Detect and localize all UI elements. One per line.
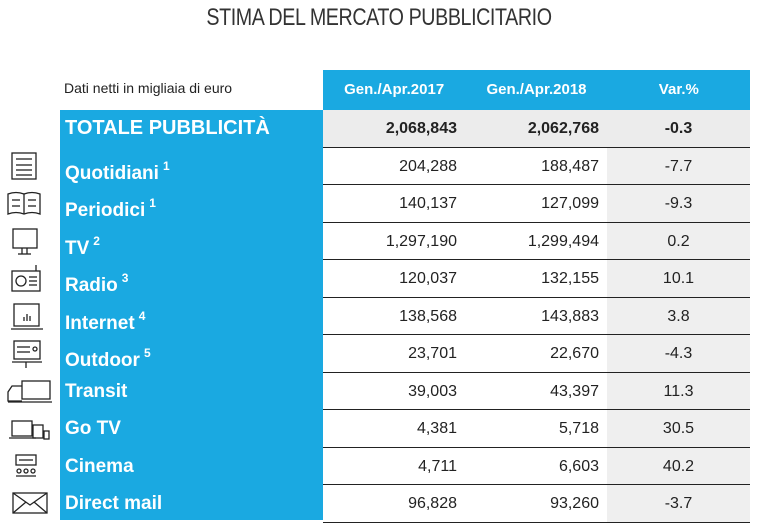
table-row: 120,037 132,155 10.1 <box>323 260 750 298</box>
value-var: -9.3 <box>607 185 750 222</box>
footnote-marker: 4 <box>138 308 146 323</box>
row-label: Internet 4 <box>60 298 323 336</box>
devices-icon <box>6 413 54 443</box>
value-var: 40.2 <box>607 447 750 484</box>
value-var: -7.7 <box>607 147 750 184</box>
row-label: Radio 3 <box>60 260 323 298</box>
table-row: 138,568 143,883 3.8 <box>323 297 750 335</box>
truck-icon <box>6 376 54 406</box>
value-2018: 1,299,494 <box>527 232 599 250</box>
row-label-text: Go TV <box>65 418 121 439</box>
row-label: TOTALE PUBBLICITÀ <box>60 110 323 148</box>
row-label-text: TV <box>65 237 90 259</box>
value-2017: 120,037 <box>399 270 457 287</box>
value-2017: 4,711 <box>418 457 457 475</box>
col-header-2018: Gen./Apr.2018 <box>486 81 587 98</box>
value-2017: 138,568 <box>399 307 457 325</box>
value-var: 3.8 <box>607 297 750 334</box>
value-var: 11.3 <box>607 372 750 409</box>
cinema-icon <box>6 451 54 481</box>
tv-icon <box>6 226 54 256</box>
value-2017: 140,137 <box>399 195 457 212</box>
value-var: -0.3 <box>607 110 750 147</box>
envelope-icon <box>6 488 54 518</box>
row-labels: TOTALE PUBBLICITÀ Quotidiani 1 Periodici 1 TV… <box>60 110 323 520</box>
value-2018: 6,603 <box>558 457 599 475</box>
value-var: 30.5 <box>607 410 750 447</box>
row-label: TV 2 <box>60 223 323 261</box>
footnote-marker: 5 <box>143 346 151 360</box>
value-var: -4.3 <box>607 335 750 372</box>
row-label-text: Quotidiani <box>65 162 159 184</box>
laptop-chart-icon <box>6 301 54 331</box>
row-label-text: Outdoor <box>65 350 140 371</box>
row-label: Periodici 1 <box>60 185 323 223</box>
value-2018: 143,883 <box>541 307 599 325</box>
value-2017: 23,701 <box>408 345 457 362</box>
row-label: Direct mail <box>60 485 323 523</box>
value-var: -3.7 <box>607 485 750 522</box>
value-2018: 22,670 <box>550 345 599 362</box>
value-2017: 204,288 <box>399 157 457 175</box>
row-label-text: Cinema <box>65 455 134 477</box>
total-row: 2,068,843 2,062,768 -0.3 <box>323 110 750 148</box>
value-2017: 96,828 <box>408 495 457 512</box>
newspaper-icon <box>6 151 54 181</box>
row-label-text: Direct mail <box>65 493 163 514</box>
page-title: STIMA DEL MERCATO PUBBLICITARIO <box>206 4 552 31</box>
billboard-icon <box>6 338 54 368</box>
table-row: 39,003 43,397 11.3 <box>323 372 750 410</box>
footnote-marker: 1 <box>149 196 156 210</box>
value-2018: 2,062,768 <box>527 120 599 137</box>
row-label-text: Radio <box>65 275 118 296</box>
value-var: 0.2 <box>607 222 750 259</box>
footnote-marker: 3 <box>121 271 129 285</box>
col-header-2017: Gen./Apr.2017 <box>344 81 445 98</box>
value-2018: 132,155 <box>541 270 599 287</box>
col-header-var: Var.% <box>658 81 699 98</box>
value-2017: 4,381 <box>416 420 457 437</box>
unit-note: Dati netti in migliaia di euro <box>64 80 233 96</box>
row-label-text: Internet <box>65 312 135 334</box>
row-label: Quotidiani 1 <box>60 148 323 186</box>
value-2017: 1,297,190 <box>385 232 457 250</box>
row-label: Transit <box>60 373 323 411</box>
row-label: Cinema <box>60 448 323 486</box>
table-row: 4,381 5,718 30.5 <box>323 410 750 448</box>
row-label-text: Transit <box>65 380 128 402</box>
value-var: 10.1 <box>607 260 750 297</box>
value-2018: 43,397 <box>550 382 599 400</box>
value-2018: 5,718 <box>558 420 599 437</box>
footnote-marker: 1 <box>162 158 170 173</box>
row-label-text: TOTALE PUBBLICITÀ <box>65 117 270 139</box>
value-2017: 2,068,843 <box>385 120 457 137</box>
value-2018: 93,260 <box>550 495 599 512</box>
table-row: 4,711 6,603 40.2 <box>323 447 750 485</box>
table-row: 140,137 127,099 -9.3 <box>323 185 750 223</box>
footnote-marker: 2 <box>93 233 100 248</box>
value-2018: 188,487 <box>541 157 599 175</box>
row-label: Outdoor 5 <box>60 335 323 373</box>
radio-icon <box>6 263 54 293</box>
table-header: Gen./Apr.2017 Gen./Apr.2018 Var.% <box>323 70 750 110</box>
open-book-icon <box>6 188 54 218</box>
data-table: 2,068,843 2,062,768 -0.3 204,288 188,487 -7.7… <box>323 110 750 523</box>
value-2017: 39,003 <box>408 382 457 400</box>
table-row: 23,701 22,670 -4.3 <box>323 335 750 373</box>
table-row: 96,828 93,260 -3.7 <box>323 485 750 523</box>
row-label: Go TV <box>60 410 323 448</box>
table-row: 204,288 188,487 -7.7 <box>323 147 750 185</box>
table-row: 1,297,190 1,299,494 0.2 <box>323 222 750 260</box>
row-label-text: Periodici <box>65 200 146 221</box>
value-2018: 127,099 <box>541 195 599 212</box>
